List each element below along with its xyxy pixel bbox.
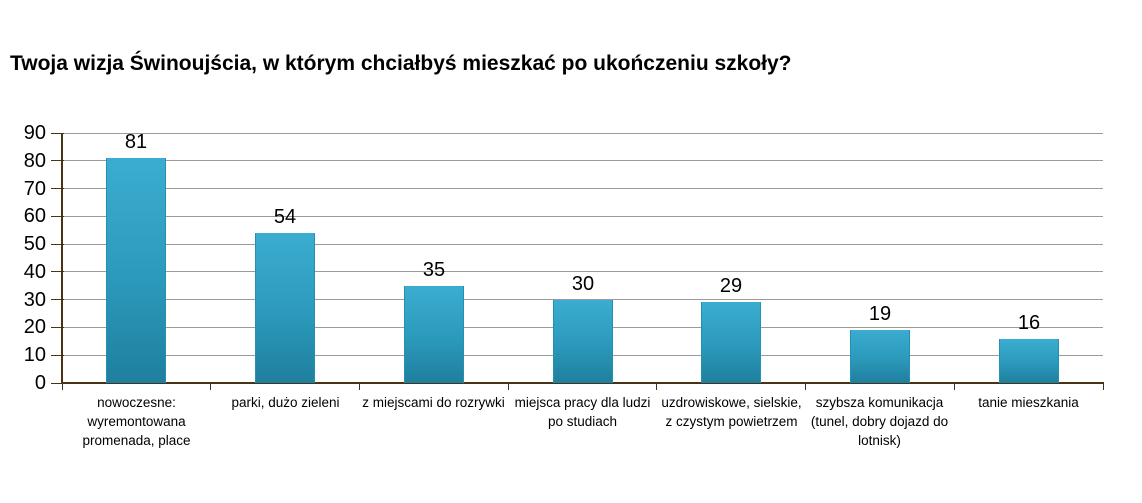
y-axis-tick [51,188,64,190]
x-axis-tick [1102,383,1104,390]
category-label: szybsza komunikacja (tunel, dobry dojazd… [810,395,949,448]
bar-value-label: 54 [273,206,297,228]
y-axis-tick [51,354,64,356]
bar-value-label: 19 [868,303,892,325]
gridline [62,299,1103,301]
bar [850,330,910,383]
y-axis-line [61,133,63,384]
bar [999,339,1059,383]
chart-title: Twoja wizja Świnoujścia, w którym chciał… [10,52,792,75]
y-axis-tick [51,271,64,273]
bar [404,286,464,383]
x-axis-tick [507,383,509,390]
y-axis-tick [51,299,64,301]
gridline [62,132,1103,134]
bar-value-label: 30 [571,273,595,295]
bar-value-label: 16 [1017,312,1041,334]
y-axis-tick [51,382,64,384]
category-label: nowoczesne: wyremontowana promenada, pla… [82,395,191,448]
y-axis-tick [51,326,64,328]
y-tick-label: 10 [23,344,46,367]
y-tick-label: 0 [34,372,46,394]
x-axis-line [61,382,1104,384]
x-axis-tick [805,383,807,390]
category-label: z miejscami do rozrywki [362,395,505,410]
y-tick-label: 70 [23,177,46,200]
bar-value-label: 29 [719,275,743,297]
bar [701,302,761,383]
gridline [62,215,1103,217]
category-label: uzdrowiskowe, sielskie, z czystym powiet… [661,395,802,429]
bar-value-label: 35 [422,259,446,281]
y-tick-label: 30 [23,288,46,311]
y-axis-tick [51,160,64,162]
x-axis-tick [953,383,955,390]
y-axis-tick [51,132,64,134]
category-label: miejsca pracy dla ludzi po studiach [514,395,651,429]
y-tick-label: 20 [23,316,46,339]
y-tick-label: 80 [23,149,46,172]
bar [255,233,315,383]
y-tick-label: 60 [23,205,46,228]
bar-value-label: 81 [124,131,148,153]
gridline [62,188,1103,190]
y-axis-tick [51,243,64,245]
bar [106,158,166,383]
x-axis-tick [358,383,360,390]
y-tick-label: 90 [23,122,46,144]
x-axis-tick [656,383,658,390]
gridline [62,271,1103,273]
bar [553,300,613,383]
x-axis-tick [210,383,212,390]
y-axis-tick [51,215,64,217]
gridline [62,160,1103,162]
category-label: tanie mieszkania [978,395,1079,410]
gridline [62,243,1103,245]
x-axis-tick [61,383,63,390]
y-tick-label: 40 [23,260,46,283]
category-label: parki, dużo zieleni [231,395,340,410]
y-tick-label: 50 [23,233,46,256]
